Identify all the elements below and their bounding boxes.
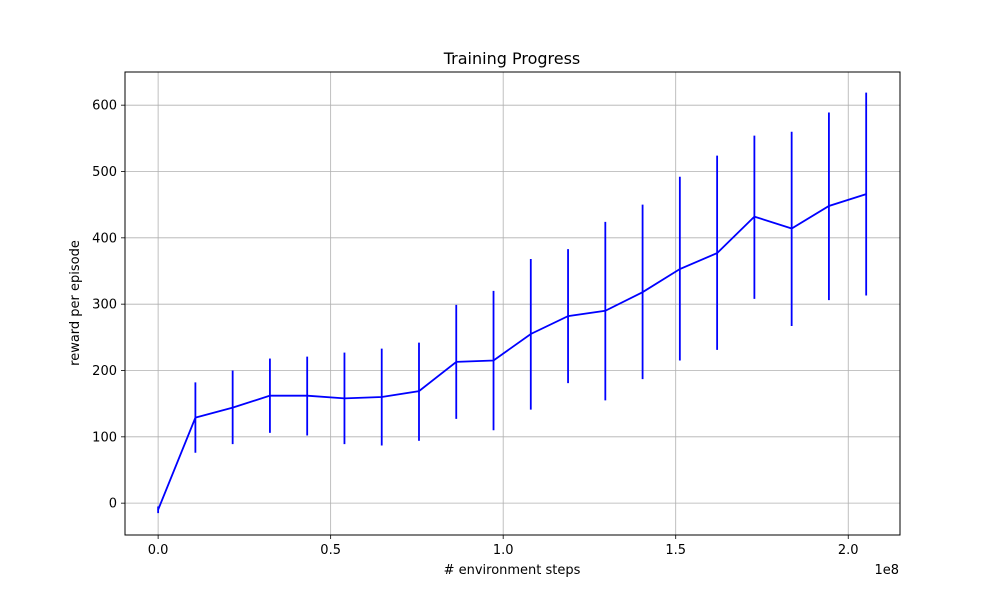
x-axis-multiplier: 1e8 (874, 563, 899, 578)
y-axis-label: reward per episode (68, 240, 83, 366)
x-tick-label: 0.5 (320, 543, 341, 558)
y-tick-label: 400 (92, 231, 117, 246)
x-axis-label: # environment steps (444, 563, 581, 578)
y-tick-label: 100 (92, 430, 117, 445)
y-tick-label: 600 (92, 99, 117, 114)
grid (125, 72, 900, 535)
x-tick-label: 0.0 (148, 543, 169, 558)
x-tick-label: 2.0 (838, 543, 859, 558)
y-tick-label: 0 (109, 497, 117, 512)
y-axis-ticks: 0 100 200 300 400 500 600 (92, 99, 125, 512)
plot-frame (124, 71, 901, 536)
x-tick-label: 1.0 (493, 543, 514, 558)
y-tick-label: 500 (92, 165, 117, 180)
y-tick-label: 300 (92, 298, 117, 313)
y-tick-label: 200 (92, 364, 117, 379)
chart-title: Training Progress (443, 49, 581, 68)
x-tick-label: 1.5 (665, 543, 686, 558)
series-line (157, 193, 867, 511)
x-axis-ticks: 0.0 0.5 1.0 1.5 2.0 (148, 535, 859, 558)
